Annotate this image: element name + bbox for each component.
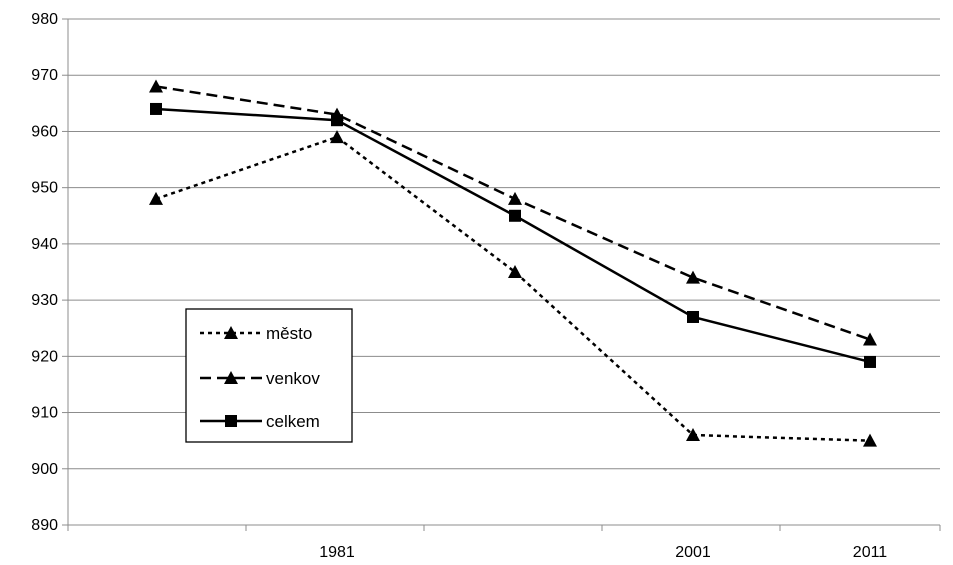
data-point-triangle: [863, 332, 877, 346]
y-tick-label: 910: [31, 405, 58, 422]
legend-item: venkov: [200, 369, 320, 388]
legend-label: venkov: [266, 369, 320, 388]
y-tick-label: 900: [31, 461, 58, 478]
series-město: [149, 130, 877, 447]
y-tick-label: 950: [31, 180, 58, 197]
y-tick-label: 960: [31, 123, 58, 140]
x-tick-label: 2011: [853, 544, 888, 561]
data-point-square: [150, 102, 162, 115]
data-point-square: [331, 114, 343, 127]
legend-label: celkem: [266, 412, 320, 431]
series-line: [155, 135, 871, 442]
axes: [67, 19, 940, 526]
x-tick-label: 2001: [675, 544, 711, 561]
data-point-triangle: [686, 270, 700, 284]
y-tick-label: 940: [31, 236, 58, 253]
data-point-triangle: [863, 433, 877, 447]
data-point-triangle: [224, 371, 238, 384]
y-axis-ticks: 890 900 910 920 930 940 950 960 970 980: [31, 11, 68, 534]
data-point-triangle: [508, 191, 522, 205]
data-point-square: [687, 310, 699, 323]
data-point-triangle: [330, 130, 344, 144]
data-point-square: [864, 355, 876, 368]
data-point-triangle: [508, 265, 522, 278]
legend-label: město: [266, 324, 312, 343]
data-point-square: [509, 209, 521, 222]
legend-item: město: [200, 324, 312, 343]
series-group: [149, 79, 877, 447]
series-celkem: [150, 102, 876, 368]
y-tick-label: 970: [31, 67, 58, 84]
x-axis-ticks: 1981 2001 2011: [67, 525, 941, 561]
data-point-triangle: [149, 79, 163, 93]
y-tick-label: 920: [31, 348, 58, 365]
y-tick-label: 890: [31, 517, 58, 534]
data-point-triangle: [224, 326, 238, 339]
data-point-triangle: [686, 428, 700, 442]
x-tick-label: 1981: [319, 544, 355, 561]
y-tick-label: 930: [31, 292, 58, 309]
data-point-square: [225, 415, 237, 427]
legend: město venkov celkem: [185, 308, 353, 443]
y-tick-label: 980: [31, 11, 58, 28]
legend-item: celkem: [200, 412, 320, 431]
data-point-triangle: [149, 191, 163, 205]
